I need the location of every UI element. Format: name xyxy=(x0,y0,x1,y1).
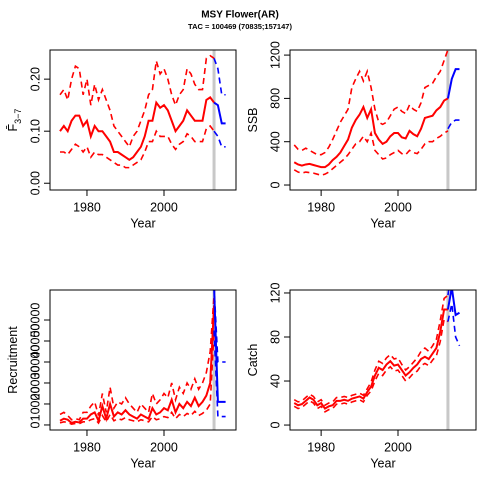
series-line xyxy=(213,58,226,96)
x-tick-label: 2000 xyxy=(384,200,412,214)
y-axis-label-sub: 3−7 xyxy=(13,109,23,124)
series-line xyxy=(59,95,215,162)
y-axis-label: SSB xyxy=(246,107,260,132)
y-tick-label: 0.20 xyxy=(28,67,42,91)
x-tick-label: 2000 xyxy=(150,440,178,454)
series-line xyxy=(213,130,226,148)
series-group xyxy=(59,290,226,425)
y-tick-label: 80 xyxy=(268,330,282,344)
y-tick-label: 0 xyxy=(268,181,282,188)
series-line xyxy=(447,303,461,347)
y-axis-label-main: Catch xyxy=(246,344,260,377)
series-line xyxy=(446,68,460,99)
series-line xyxy=(59,330,215,425)
x-axis-label: Year xyxy=(370,456,395,470)
series-group xyxy=(293,290,461,413)
y-tick-label: 20000 xyxy=(28,366,42,401)
plot-box xyxy=(49,49,237,191)
y-tick-label: 50000 xyxy=(28,303,42,338)
plot-box xyxy=(289,289,477,431)
series-line xyxy=(59,294,215,421)
y-tick-label: 0 xyxy=(28,421,42,428)
y-tick-label: 1200 xyxy=(268,41,282,69)
series-line xyxy=(447,290,450,296)
series-line xyxy=(213,290,226,363)
plot-box xyxy=(49,289,237,431)
series-line xyxy=(293,130,449,177)
y-tick-label: 400 xyxy=(268,131,282,152)
chart-title: MSY Flower(AR) xyxy=(201,10,279,21)
y-tick-label: 120 xyxy=(268,282,282,303)
y-axis-label: Catch xyxy=(246,344,260,377)
y-axis-label: Recruitment xyxy=(6,326,20,394)
series-line xyxy=(293,294,449,407)
x-axis-label: Year xyxy=(370,216,395,230)
series-line xyxy=(213,101,226,125)
series-line xyxy=(293,50,449,156)
plot-box xyxy=(289,49,477,191)
series-line xyxy=(293,318,449,413)
x-tick-label: 1980 xyxy=(73,440,101,454)
y-tick-label: 0 xyxy=(268,422,282,429)
x-tick-label: 1980 xyxy=(73,200,101,214)
series-line xyxy=(446,290,460,317)
y-tick-label: 40 xyxy=(268,374,282,388)
series-line xyxy=(293,308,448,410)
series-group xyxy=(293,23,460,177)
y-tick-label: 40000 xyxy=(28,324,42,359)
y-tick-label: 800 xyxy=(268,88,282,109)
x-tick-label: 1980 xyxy=(307,440,335,454)
chart-subtitle: TAC = 100469 (70835;157147) xyxy=(188,22,292,31)
y-axis-label-main: Recruitment xyxy=(6,326,20,394)
series-line xyxy=(448,23,460,50)
series-line xyxy=(213,290,226,403)
x-axis-label: Year xyxy=(130,216,155,230)
y-tick-label: 0.10 xyxy=(28,119,42,143)
series-line xyxy=(60,124,215,169)
y-tick-label: 10000 xyxy=(28,387,42,422)
x-tick-label: 1980 xyxy=(307,200,335,214)
y-axis-label-main: SSB xyxy=(246,107,260,132)
x-axis-label: Year xyxy=(130,456,155,470)
series-line xyxy=(59,305,216,424)
series-line xyxy=(293,97,449,169)
y-axis-label-main: F̄ xyxy=(6,123,20,131)
series-line xyxy=(213,330,226,418)
x-tick-label: 2000 xyxy=(384,440,412,454)
series-line xyxy=(59,54,215,149)
y-tick-label: 0.00 xyxy=(28,171,42,195)
series-group xyxy=(59,54,226,169)
y-axis-label: F̄3−7 xyxy=(6,109,23,132)
series-line xyxy=(447,119,460,130)
y-tick-label: 30000 xyxy=(28,345,42,380)
x-tick-label: 2000 xyxy=(150,200,178,214)
